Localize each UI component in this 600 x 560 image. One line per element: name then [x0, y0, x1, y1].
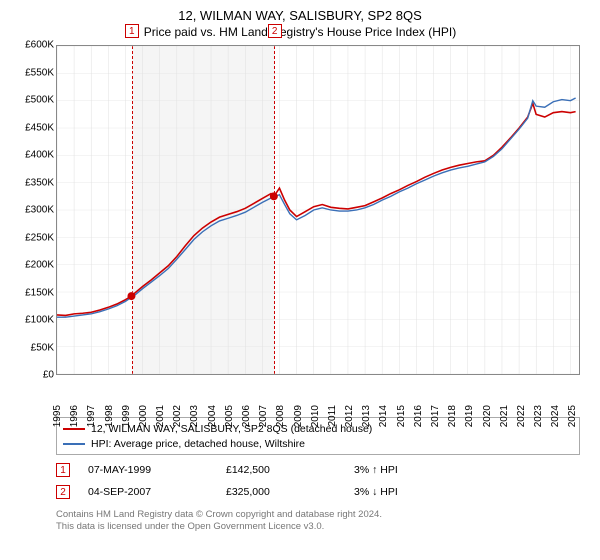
- x-tick-label: 2003: [189, 405, 200, 427]
- event-price: £325,000: [226, 486, 336, 498]
- x-tick-label: 1998: [104, 405, 115, 427]
- x-tick-label: 2002: [172, 405, 183, 427]
- event-diff: 3% ↑ HPI: [354, 464, 464, 476]
- x-tick-label: 1996: [69, 405, 80, 427]
- transaction-row: 1 07-MAY-1999 £142,500 3% ↑ HPI: [56, 459, 580, 481]
- x-tick-label: 2024: [550, 405, 561, 427]
- x-tick-label: 2004: [207, 405, 218, 427]
- event-number-box: 1: [56, 463, 70, 477]
- event-number-box: 2: [56, 485, 70, 499]
- y-tick-label: £100K: [25, 315, 54, 326]
- page-subtitle: Price paid vs. HM Land Registry's House …: [10, 25, 590, 39]
- x-tick-label: 2001: [155, 405, 166, 427]
- x-tick-label: 1999: [121, 405, 132, 427]
- x-tick-label: 2006: [241, 405, 252, 427]
- transaction-row: 2 04-SEP-2007 £325,000 3% ↓ HPI: [56, 481, 580, 503]
- event-markers: [57, 46, 579, 374]
- x-tick-label: 2023: [533, 405, 544, 427]
- y-axis-labels: £0£50K£100K£150K£200K£250K£300K£350K£400…: [10, 45, 56, 375]
- legend-label: HPI: Average price, detached house, Wilt…: [91, 438, 305, 450]
- y-tick-label: £250K: [25, 232, 54, 243]
- x-tick-label: 2000: [138, 405, 149, 427]
- y-tick-label: £350K: [25, 177, 54, 188]
- footnote-line: Contains HM Land Registry data © Crown c…: [56, 509, 580, 521]
- event-date: 04-SEP-2007: [88, 486, 208, 498]
- x-tick-label: 2008: [275, 405, 286, 427]
- y-tick-label: £150K: [25, 287, 54, 298]
- x-tick-label: 2025: [567, 405, 578, 427]
- y-tick-label: £500K: [25, 95, 54, 106]
- footnote: Contains HM Land Registry data © Crown c…: [56, 509, 580, 533]
- legend-item: HPI: Average price, detached house, Wilt…: [63, 436, 573, 451]
- x-tick-label: 2019: [464, 405, 475, 427]
- x-tick-label: 2007: [258, 405, 269, 427]
- x-tick-label: 2021: [499, 405, 510, 427]
- y-tick-label: £400K: [25, 150, 54, 161]
- y-tick-label: £300K: [25, 205, 54, 216]
- x-tick-label: 2014: [378, 405, 389, 427]
- event-diff: 3% ↓ HPI: [354, 486, 464, 498]
- event-price: £142,500: [226, 464, 336, 476]
- x-tick-label: 1997: [86, 405, 97, 427]
- y-tick-label: £600K: [25, 40, 54, 51]
- x-tick-label: 2005: [224, 405, 235, 427]
- x-tick-label: 2011: [327, 405, 338, 427]
- x-axis-labels: 1995199619971998199920002001200220032004…: [56, 377, 580, 415]
- plot-area: 12: [56, 45, 580, 375]
- y-tick-label: £450K: [25, 122, 54, 133]
- y-tick-label: £200K: [25, 260, 54, 271]
- transaction-list: 1 07-MAY-1999 £142,500 3% ↑ HPI 2 04-SEP-2007…: [56, 459, 580, 503]
- page-title: 12, WILMAN WAY, SALISBURY, SP2 8QS: [10, 8, 590, 23]
- legend-swatch: [63, 443, 85, 445]
- x-tick-label: 1995: [52, 405, 63, 427]
- x-tick-label: 2015: [396, 405, 407, 427]
- event-date: 07-MAY-1999: [88, 464, 208, 476]
- y-tick-label: £550K: [25, 67, 54, 78]
- price-chart: £0 £50K £100K £150K £200K £250K £300K £350K £400…: [10, 45, 590, 415]
- x-tick-label: 2012: [344, 405, 355, 427]
- x-tick-label: 2018: [447, 405, 458, 427]
- marker-label: 2: [268, 24, 282, 38]
- x-tick-label: 2017: [430, 405, 441, 427]
- legend-swatch: [63, 428, 85, 430]
- x-tick-label: 2020: [482, 405, 493, 427]
- x-tick-label: 2010: [310, 405, 321, 427]
- x-tick-label: 2013: [361, 405, 372, 427]
- y-tick-label: £0: [43, 370, 54, 381]
- footnote-line: This data is licensed under the Open Gov…: [56, 521, 580, 533]
- marker-label: 1: [125, 24, 139, 38]
- x-tick-label: 2009: [293, 405, 304, 427]
- y-tick-label: £50K: [31, 342, 54, 353]
- x-tick-label: 2016: [413, 405, 424, 427]
- x-tick-label: 2022: [516, 405, 527, 427]
